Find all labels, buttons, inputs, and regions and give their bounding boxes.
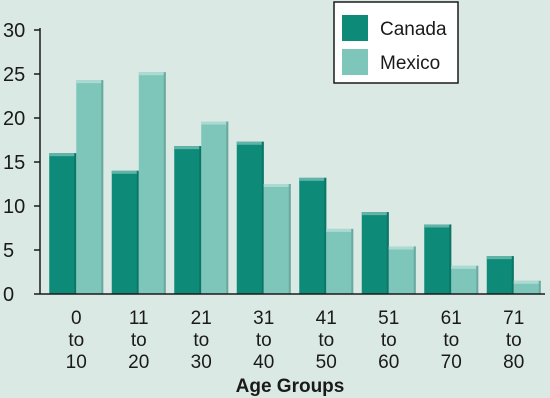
- bar-top-highlight: [361, 212, 389, 216]
- x-category-label: to: [443, 330, 459, 351]
- x-category-label: 41: [316, 308, 337, 329]
- x-category-label: to: [193, 330, 209, 351]
- bar-mexico: [201, 121, 229, 295]
- bar-top-highlight: [486, 256, 514, 260]
- legend-swatch-mexico: [342, 49, 368, 75]
- bar-top-highlight: [111, 170, 139, 174]
- y-tick-label: 15: [3, 152, 25, 174]
- bar-top-highlight: [326, 228, 354, 232]
- x-category-label: 51: [378, 308, 399, 329]
- x-category-label: 61: [441, 308, 462, 329]
- bar-canada: [236, 141, 264, 294]
- y-tick-label: 30: [3, 20, 25, 42]
- bar-edge-shade: [226, 121, 229, 295]
- bar-top-highlight: [263, 184, 291, 187]
- bar-top-highlight: [138, 72, 166, 76]
- x-category-label: to: [381, 330, 397, 351]
- x-category-label: 50: [316, 352, 337, 373]
- x-category-label: to: [318, 330, 334, 351]
- bar-top-highlight: [76, 80, 104, 84]
- legend-label-mexico: Mexico: [380, 53, 440, 74]
- x-category-label: 31: [253, 308, 274, 329]
- bar-edge-shade: [324, 177, 327, 294]
- bar-top-highlight: [49, 153, 77, 157]
- x-category-label: to: [68, 330, 84, 351]
- bar-mexico: [138, 72, 166, 295]
- bar-edge-shade: [449, 224, 452, 294]
- bar-mexico: [513, 280, 541, 294]
- x-category-label: 70: [441, 352, 462, 373]
- x-axis-title: Age Groups: [236, 376, 345, 397]
- x-category-label: 30: [191, 352, 212, 373]
- x-category-label: 0: [71, 308, 82, 329]
- bar-edge-shade: [101, 80, 104, 294]
- x-category-label: 11: [129, 308, 149, 329]
- bar-edge-shade: [74, 153, 77, 294]
- bar-mexico: [451, 265, 479, 294]
- bar-edge-shade: [163, 72, 166, 295]
- bar-canada: [424, 224, 452, 294]
- x-category-label: 71: [503, 308, 524, 329]
- bar-edge-shade: [199, 146, 202, 294]
- x-category-label: 60: [378, 352, 399, 373]
- bar-top-highlight: [451, 265, 479, 269]
- bar-mexico: [388, 246, 416, 294]
- legend-label-canada: Canada: [380, 19, 447, 40]
- bar-top-highlight: [174, 146, 202, 150]
- bar-top-highlight: [236, 141, 264, 145]
- y-ticks-group: 0 5 10 15 20 25 30: [3, 20, 40, 306]
- bars-group: [49, 72, 541, 295]
- bar-canada: [111, 170, 139, 294]
- bar-edge-shade: [136, 170, 139, 294]
- bar-canada: [49, 153, 77, 294]
- y-tick-label: 20: [3, 108, 25, 130]
- x-category-label: 80: [503, 352, 524, 373]
- x-category-label: 10: [66, 352, 87, 373]
- bar-canada: [174, 146, 202, 294]
- x-category-label: 40: [253, 352, 274, 373]
- y-tick-label: 0: [3, 284, 14, 306]
- bar-canada: [299, 177, 327, 294]
- bar-top-highlight: [201, 121, 229, 125]
- bar-canada: [361, 212, 389, 294]
- legend-swatch-canada: [342, 15, 368, 41]
- bar-edge-shade: [413, 246, 416, 294]
- y-tick-label: 10: [3, 196, 25, 218]
- bar-edge-shade: [386, 212, 389, 294]
- x-category-label: to: [506, 330, 522, 351]
- bar-edge-shade: [476, 265, 479, 294]
- x-category-label: 20: [128, 352, 149, 373]
- x-labels-group: 0to1011to2021to3031to4041to5051to6061to7…: [66, 308, 525, 373]
- bar-mexico: [326, 228, 354, 294]
- bar-mexico: [76, 80, 104, 294]
- x-category-label: to: [256, 330, 272, 351]
- y-tick-label: 25: [3, 64, 25, 86]
- bar-top-highlight: [513, 280, 541, 284]
- y-tick-label: 5: [3, 240, 14, 262]
- bar-edge-shade: [511, 256, 514, 294]
- bar-edge-shade: [261, 141, 264, 294]
- legend: Canada Mexico: [333, 1, 459, 84]
- bar-edge-shade: [538, 280, 541, 294]
- x-category-label: to: [131, 330, 147, 351]
- bar-edge-shade: [351, 228, 354, 294]
- bar-top-highlight: [299, 177, 327, 181]
- bar-mexico: [263, 184, 291, 294]
- bar-top-highlight: [424, 224, 452, 228]
- bar-edge-shade: [288, 184, 291, 294]
- x-category-label: 21: [191, 308, 212, 329]
- bar-top-highlight: [388, 246, 416, 250]
- bar-canada: [486, 256, 514, 294]
